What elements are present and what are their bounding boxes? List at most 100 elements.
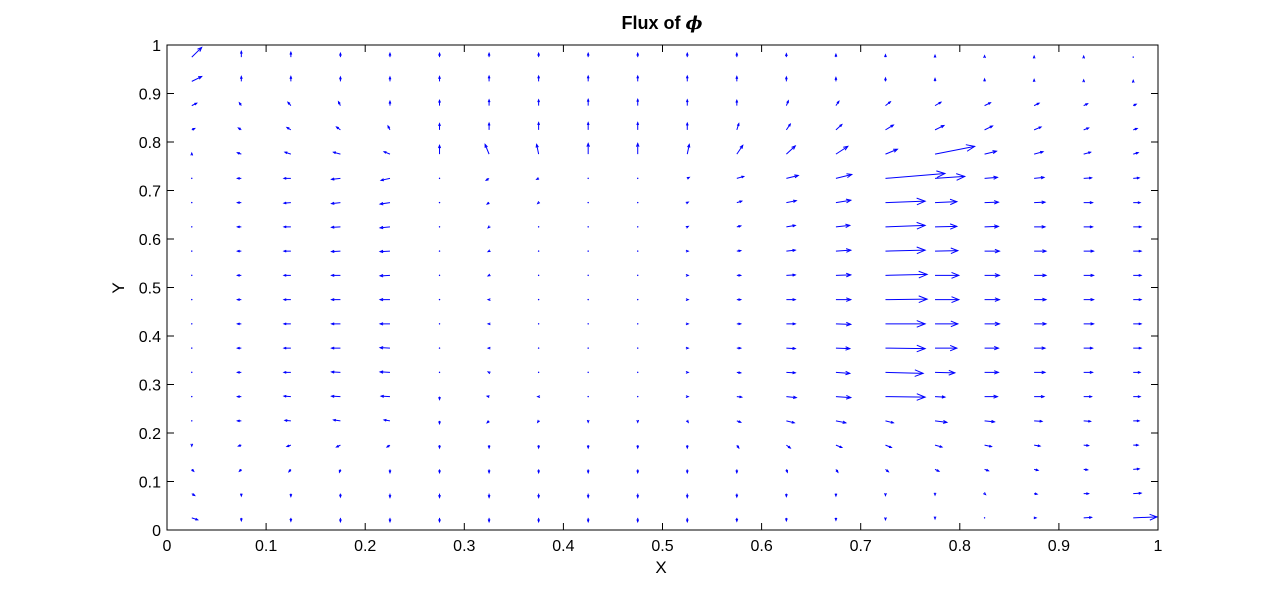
flux-arrow — [1083, 127, 1090, 131]
flux-arrow — [586, 51, 590, 58]
flux-arrow — [984, 419, 996, 424]
flux-arrow — [835, 145, 849, 155]
flux-arrow — [935, 395, 947, 399]
flux-arrow — [935, 271, 961, 279]
flux-arrow — [191, 371, 193, 374]
flux-arrow — [537, 323, 540, 325]
flux-arrow — [239, 75, 243, 82]
flux-arrow — [1133, 491, 1143, 495]
flux-arrow — [1133, 395, 1142, 399]
flux-arrow — [984, 468, 990, 472]
flux-arrow — [885, 124, 895, 131]
flux-arrow — [735, 517, 739, 523]
flux-arrow — [835, 198, 853, 204]
x-tick-label: 0.3 — [453, 538, 475, 555]
flux-arrow — [1083, 201, 1094, 205]
arrow-field — [190, 46, 1159, 524]
flux-arrow — [786, 298, 797, 302]
flux-arrow — [289, 50, 293, 58]
flux-arrow — [1133, 127, 1139, 131]
flux-arrow — [378, 249, 390, 254]
flux-arrow — [984, 175, 999, 180]
flux-arrow — [283, 419, 291, 422]
flux-arrow — [1032, 78, 1036, 82]
flux-arrow — [637, 298, 639, 301]
flux-arrow — [834, 493, 838, 498]
flux-arrow — [587, 177, 589, 180]
x-tick-label: 0.9 — [1048, 538, 1070, 555]
flux-arrow — [736, 420, 743, 423]
flux-arrow — [686, 176, 691, 180]
flux-arrow — [586, 74, 590, 82]
flux-arrow — [1034, 444, 1042, 448]
flux-arrow — [686, 143, 691, 155]
x-tick-label: 0 — [163, 538, 172, 555]
flux-arrow — [1083, 346, 1094, 350]
flux-arrow — [1083, 419, 1092, 423]
flux-arrow — [438, 226, 441, 228]
flux-arrow — [984, 370, 1000, 375]
flux-arrow — [337, 100, 341, 106]
flux-arrow — [984, 273, 1001, 278]
flux-arrow — [487, 74, 491, 82]
flux-arrow — [784, 75, 788, 82]
flux-arrow — [636, 445, 640, 450]
flux-arrow — [1083, 176, 1093, 180]
flux-arrow — [1083, 492, 1090, 496]
chart-title: Flux of ϕ — [622, 13, 703, 34]
flux-arrow — [835, 469, 839, 474]
flux-arrow — [330, 346, 341, 350]
flux-arrow — [637, 323, 639, 325]
flux-arrow — [587, 250, 589, 252]
flux-arrow — [236, 176, 242, 180]
y-tick-label: 1 — [152, 38, 161, 55]
flux-arrow — [339, 51, 342, 58]
flux-arrow — [330, 225, 341, 229]
flux-arrow — [1083, 103, 1089, 107]
x-tick-label: 0.6 — [750, 538, 772, 555]
flux-arrow — [438, 371, 441, 374]
flux-arrow — [1034, 370, 1047, 375]
flux-arrow — [1033, 126, 1043, 131]
flux-arrow — [1034, 273, 1048, 278]
flux-arrow — [486, 346, 491, 350]
flux-arrow — [1083, 322, 1095, 326]
flux-arrow — [586, 517, 590, 524]
flux-arrow — [586, 493, 590, 499]
flux-arrow — [735, 493, 739, 499]
flux-arrow — [339, 75, 342, 82]
flux-arrow — [935, 296, 961, 304]
flux-arrow — [984, 394, 999, 399]
x-tick-label: 0.7 — [850, 538, 872, 555]
flux-arrow — [784, 52, 788, 58]
x-tick-label: 1 — [1154, 538, 1163, 555]
flux-arrow — [885, 295, 929, 304]
y-tick-label: 0.4 — [139, 329, 161, 346]
flux-arrow — [685, 74, 689, 82]
flux-arrow — [786, 420, 796, 424]
flux-arrow — [335, 126, 341, 131]
flux-arrow — [236, 346, 242, 350]
flux-arrow — [486, 273, 491, 277]
flux-arrow — [586, 469, 590, 475]
flux-arrow — [1083, 225, 1094, 229]
flux-arrow — [934, 468, 941, 472]
flux-arrow — [388, 517, 392, 524]
y-tick-label: 0.8 — [139, 135, 161, 152]
flux-arrow — [835, 123, 843, 131]
flux-arrow — [191, 102, 198, 107]
flux-arrow — [191, 177, 193, 180]
flux-arrow — [282, 249, 291, 253]
flux-arrow — [537, 469, 541, 475]
flux-arrow — [735, 469, 739, 475]
flux-arrow — [236, 370, 242, 374]
flux-arrow — [786, 273, 797, 277]
flux-arrow — [885, 420, 895, 424]
x-tick-label: 0.5 — [651, 538, 673, 555]
flux-arrow — [537, 121, 541, 130]
flux-arrow — [487, 517, 491, 524]
flux-arrow — [933, 77, 937, 82]
flux-arrow — [984, 125, 994, 131]
flux-arrow — [237, 127, 242, 131]
